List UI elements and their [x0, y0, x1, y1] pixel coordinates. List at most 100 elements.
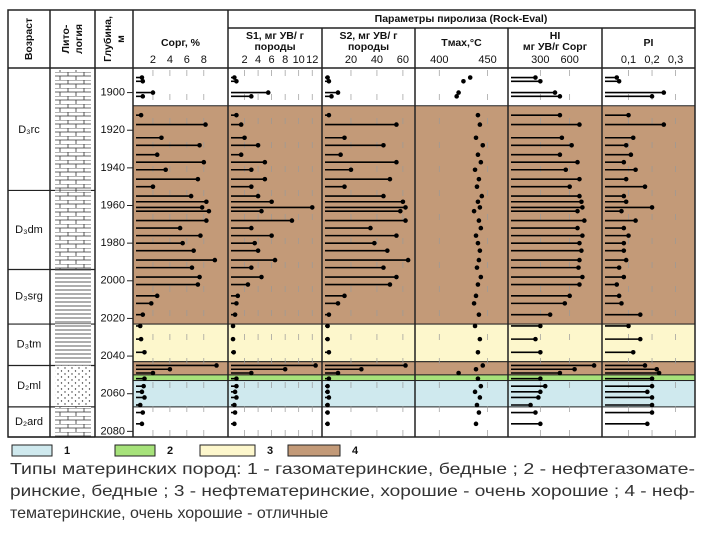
x-tick-label: 6	[269, 54, 275, 66]
point	[313, 363, 318, 368]
point	[238, 152, 244, 157]
point	[140, 94, 146, 99]
point	[577, 176, 582, 182]
point	[154, 293, 160, 299]
point	[372, 240, 377, 246]
point	[473, 421, 479, 427]
point	[326, 78, 332, 84]
point	[394, 274, 399, 280]
point	[475, 112, 481, 118]
point	[475, 350, 481, 355]
x-tick-label: 10	[293, 54, 305, 66]
point	[242, 135, 247, 141]
point	[206, 208, 212, 214]
point	[474, 184, 480, 189]
point	[234, 301, 239, 306]
point	[325, 402, 330, 408]
point	[262, 159, 268, 165]
point	[572, 366, 577, 372]
x-tick-label: 600	[560, 54, 578, 66]
legend-label: 1	[64, 445, 70, 457]
point	[139, 389, 145, 395]
lithology	[55, 324, 91, 366]
point	[342, 293, 347, 299]
point	[476, 176, 482, 182]
track-title: PI	[644, 37, 654, 49]
point	[212, 257, 218, 263]
point	[142, 376, 147, 381]
point	[563, 167, 569, 173]
point	[325, 336, 330, 342]
point	[232, 421, 237, 427]
point	[580, 233, 585, 238]
lithology	[55, 70, 91, 191]
point	[387, 176, 393, 182]
point	[335, 90, 341, 95]
point	[148, 301, 154, 306]
point	[577, 193, 582, 199]
lith-header: логия	[73, 24, 85, 54]
point	[398, 208, 403, 214]
point	[188, 193, 194, 199]
point	[475, 376, 481, 381]
point	[591, 363, 597, 368]
point	[326, 312, 332, 317]
point	[204, 199, 209, 205]
point	[326, 376, 332, 381]
y-tick-label: 1960	[101, 199, 125, 211]
point	[138, 112, 144, 118]
point	[381, 142, 386, 148]
point	[480, 363, 486, 368]
point	[139, 421, 145, 427]
point	[476, 218, 482, 223]
point	[645, 421, 650, 427]
zone	[132, 323, 696, 363]
point	[472, 167, 478, 173]
point	[167, 366, 173, 372]
point	[249, 265, 254, 270]
point	[577, 282, 582, 287]
point	[476, 257, 482, 263]
point	[325, 410, 330, 415]
point	[249, 370, 254, 376]
strat-label: D₃rc	[18, 124, 40, 136]
point	[478, 225, 484, 231]
point	[456, 90, 461, 95]
lithology	[55, 190, 91, 270]
point	[163, 167, 168, 173]
point	[542, 383, 548, 389]
x-tick-label: 0,1	[621, 54, 636, 66]
point	[472, 389, 478, 395]
point	[562, 301, 568, 306]
point	[626, 323, 631, 329]
point	[154, 152, 160, 157]
point	[649, 205, 655, 210]
point	[477, 205, 483, 210]
point	[141, 383, 146, 389]
point	[656, 370, 662, 376]
track-title: породы	[348, 41, 389, 53]
point	[467, 75, 473, 80]
point	[575, 159, 580, 165]
point	[342, 135, 347, 141]
point	[475, 199, 481, 205]
point	[139, 75, 145, 80]
point	[533, 410, 538, 415]
point	[197, 274, 202, 280]
point	[403, 363, 408, 368]
point	[649, 410, 655, 415]
point	[623, 199, 629, 205]
point	[579, 248, 584, 253]
point	[335, 370, 341, 376]
point	[582, 218, 587, 223]
point	[577, 122, 582, 127]
point	[616, 265, 622, 270]
point	[473, 293, 479, 299]
strat-label: D₂ard	[15, 416, 43, 428]
point	[533, 75, 538, 80]
point	[198, 233, 203, 238]
point	[342, 184, 347, 189]
point	[269, 199, 274, 205]
depth-header: м	[115, 35, 127, 43]
point	[649, 383, 655, 389]
